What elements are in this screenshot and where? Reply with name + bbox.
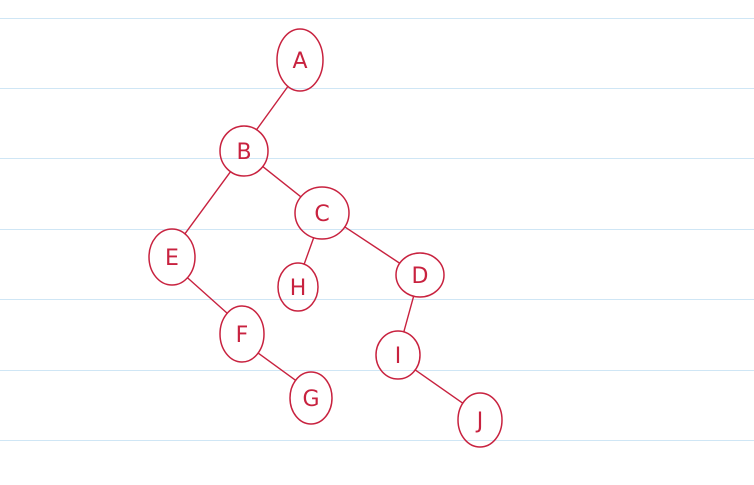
node-circle-f bbox=[219, 305, 265, 363]
ruled-line bbox=[0, 370, 754, 371]
node-circle-e bbox=[148, 228, 196, 286]
edge-b-e bbox=[184, 170, 232, 235]
node-b: B bbox=[219, 125, 269, 177]
edge-a-b bbox=[255, 85, 289, 131]
edge-d-i bbox=[403, 295, 415, 333]
node-label-a: A bbox=[292, 49, 307, 74]
node-label-g: G bbox=[302, 387, 319, 412]
ruled-line bbox=[0, 88, 754, 89]
edge-i-j bbox=[414, 369, 464, 404]
node-circle-c bbox=[294, 186, 350, 240]
edge-b-c bbox=[262, 165, 302, 198]
node-circle-h bbox=[277, 262, 319, 312]
node-circle-d bbox=[395, 252, 445, 298]
node-label-h: H bbox=[290, 276, 307, 301]
node-label-c: C bbox=[314, 202, 329, 227]
node-a: A bbox=[276, 28, 324, 92]
node-f: F bbox=[219, 305, 265, 363]
node-label-e: E bbox=[165, 246, 179, 271]
node-h: H bbox=[277, 262, 319, 312]
node-g: G bbox=[289, 371, 333, 425]
edge-c-h bbox=[303, 237, 315, 265]
ruled-line bbox=[0, 440, 754, 441]
node-i: I bbox=[375, 330, 421, 380]
node-d: D bbox=[395, 252, 445, 298]
ruled-line bbox=[0, 229, 754, 230]
node-circle-j bbox=[457, 392, 503, 448]
edge-c-d bbox=[344, 226, 401, 264]
ruled-line bbox=[0, 18, 754, 19]
node-label-b: B bbox=[236, 140, 251, 165]
edge-f-g bbox=[257, 352, 297, 382]
node-circle-g bbox=[289, 371, 333, 425]
tree-edges bbox=[184, 85, 464, 404]
tree-nodes: A B C E H D F I G J bbox=[148, 28, 503, 448]
node-e: E bbox=[148, 228, 196, 286]
node-j: J bbox=[457, 392, 503, 448]
node-circle-i bbox=[375, 330, 421, 380]
ruled-line bbox=[0, 299, 754, 300]
node-label-d: D bbox=[412, 264, 429, 289]
node-circle-a bbox=[276, 28, 324, 92]
node-label-j: J bbox=[475, 409, 484, 434]
node-label-f: F bbox=[236, 323, 249, 348]
edge-e-f bbox=[186, 277, 228, 314]
node-circle-b bbox=[219, 125, 269, 177]
node-c: C bbox=[294, 186, 350, 240]
node-label-i: I bbox=[395, 344, 402, 369]
ruled-line bbox=[0, 158, 754, 159]
